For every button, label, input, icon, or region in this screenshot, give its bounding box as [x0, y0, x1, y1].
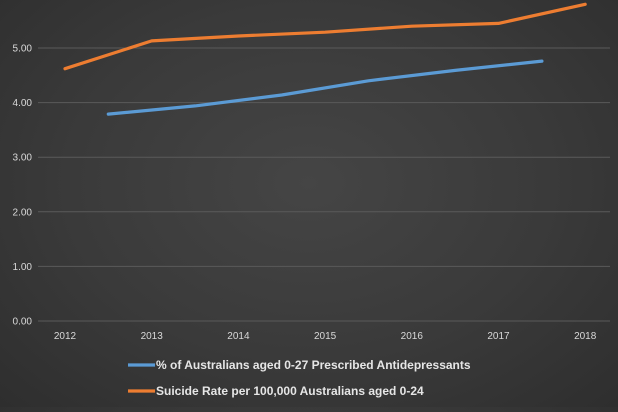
x-axis-tick-labels: 2012 2013 2014 2015 2016 2017 2018 — [54, 331, 597, 342]
y-tick-label: 5.00 — [13, 44, 33, 55]
legend: % of Australians aged 0-27 Prescribed An… — [128, 358, 471, 398]
x-tick-label: 2012 — [54, 331, 77, 342]
x-tick-label: 2015 — [314, 331, 337, 342]
x-tick-label: 2018 — [574, 331, 597, 342]
y-tick-label: 1.00 — [13, 262, 33, 273]
legend-label: Suicide Rate per 100,000 Australians age… — [156, 384, 424, 398]
series-line-1 — [106, 59, 544, 116]
y-tick-label: 4.00 — [13, 98, 33, 109]
x-tick-label: 2017 — [487, 331, 510, 342]
x-tick-label: 2013 — [141, 331, 164, 342]
x-tick-label: 2016 — [401, 331, 424, 342]
y-tick-label: 3.00 — [13, 153, 33, 164]
series-lines — [63, 2, 587, 116]
y-tick-label: 0.00 — [13, 317, 33, 328]
legend-label: % of Australians aged 0-27 Prescribed An… — [156, 358, 471, 372]
y-axis-tick-labels: 0.00 1.00 2.00 3.00 4.00 5.00 — [13, 44, 33, 328]
x-tick-label: 2014 — [227, 331, 250, 342]
y-tick-label: 2.00 — [13, 207, 33, 218]
series-line-2 — [63, 2, 587, 71]
